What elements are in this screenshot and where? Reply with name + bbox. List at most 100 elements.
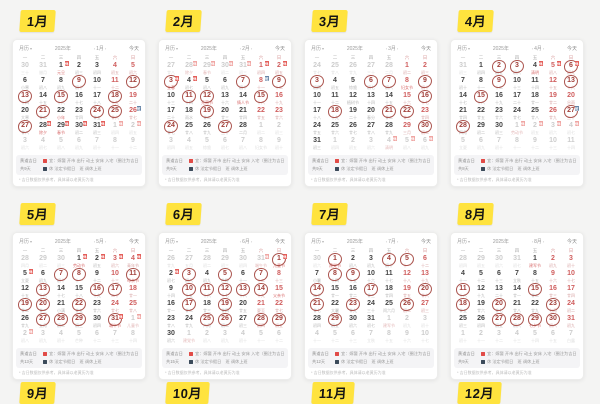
date-cell[interactable]: 29 春节 休 <box>52 121 70 137</box>
date-cell[interactable]: 23 廿六 <box>270 107 288 122</box>
date-cell[interactable]: 7 十三 <box>106 330 124 345</box>
date-cell[interactable]: 16 十七 <box>416 89 434 107</box>
date-cell[interactable]: 21 廿二 <box>380 104 398 122</box>
date-cell[interactable]: 22 廿七 <box>270 300 288 315</box>
date-cell[interactable]: 29 初二 <box>34 255 52 270</box>
today-button[interactable]: 今天 <box>566 239 577 245</box>
date-cell[interactable]: 8 十五 <box>380 330 398 345</box>
date-cell[interactable]: 26 廿七 班 <box>124 106 142 122</box>
date-cell[interactable]: 18 雨水 <box>180 107 198 122</box>
date-cell[interactable]: 11 十四 <box>526 77 544 92</box>
date-cell[interactable]: 11 十七 <box>380 270 398 285</box>
date-cell[interactable]: 29 春节 休 <box>198 61 216 77</box>
date-cell[interactable]: 12 元宵节 <box>198 89 216 107</box>
date-cell[interactable]: 4 初五 <box>180 137 198 152</box>
date-cell[interactable]: 27 廿八 <box>16 119 34 137</box>
today-button[interactable]: 今天 <box>128 239 139 245</box>
date-cell[interactable]: 6 初九 <box>70 137 88 152</box>
date-cell[interactable]: 1 初四 <box>326 137 344 152</box>
date-cell[interactable]: 8 十一 班 <box>252 76 270 92</box>
date-cell[interactable]: 8 初九 <box>52 77 70 92</box>
date-cell[interactable]: 4 初十 <box>52 330 70 345</box>
date-cell[interactable]: 5 十二 <box>326 330 344 345</box>
date-cell[interactable]: 6 初七 <box>216 137 234 152</box>
date-cell[interactable]: 2 初九 <box>398 315 416 330</box>
date-cell[interactable]: 10 十一 <box>88 77 106 92</box>
date-cell[interactable]: 16 廿三 <box>544 285 562 300</box>
date-cell[interactable]: 29 初二 <box>472 122 490 137</box>
date-cell[interactable]: 15 十八 <box>70 285 88 300</box>
date-cell[interactable]: 4 初十 <box>234 330 252 345</box>
view-switcher[interactable]: 月历 ▾ <box>457 45 470 52</box>
date-cell[interactable]: 9 十二 <box>88 270 106 285</box>
prev-month-icon[interactable]: ‹ <box>531 239 534 244</box>
date-cell[interactable]: 12 十九 <box>472 285 490 300</box>
date-cell[interactable]: 21 廿四 <box>234 107 252 122</box>
date-cell[interactable]: 5 立夏 休 <box>16 269 34 285</box>
date-cell[interactable]: 9 十六 <box>398 330 416 345</box>
date-cell[interactable]: 3 初六 <box>16 137 34 152</box>
prev-month-icon[interactable]: ‹ <box>93 46 96 51</box>
date-cell[interactable]: 8 十四 <box>326 267 344 285</box>
prev-month-icon[interactable]: ‹ <box>385 46 388 51</box>
date-cell[interactable]: 9 初十 <box>70 74 88 92</box>
date-cell[interactable]: 5 初八 休 <box>544 61 562 77</box>
date-cell[interactable]: 2 初五 <box>344 137 362 152</box>
date-cell[interactable]: 20 廿五 <box>234 300 252 315</box>
date-cell[interactable]: 13 十六 <box>562 74 580 92</box>
date-cell[interactable]: 18 十九 <box>326 104 344 122</box>
date-cell[interactable]: 15 十六 <box>398 92 416 107</box>
date-cell[interactable]: 7 初十 <box>490 137 508 152</box>
date-cell[interactable]: 23 廿八 <box>162 315 180 330</box>
date-cell[interactable]: 16 十九 <box>270 92 288 107</box>
date-cell[interactable]: 12 植树节 <box>344 92 362 107</box>
next-month-icon[interactable]: › <box>104 239 107 244</box>
date-cell[interactable]: 12 十五 <box>16 285 34 300</box>
date-cell[interactable]: 24 廿七 <box>508 107 526 122</box>
date-cell[interactable]: 16 十九 <box>490 92 508 107</box>
date-cell[interactable]: 30 三十 <box>16 62 34 77</box>
prev-month-icon[interactable]: ‹ <box>531 46 534 51</box>
date-cell[interactable]: 24 廿九 <box>180 315 198 330</box>
date-cell[interactable]: 5 初八 休 <box>398 136 416 152</box>
date-cell[interactable]: 19 廿五 <box>398 285 416 300</box>
date-cell[interactable]: 9 十二 <box>270 74 288 92</box>
date-cell[interactable]: 27 五月 <box>34 312 52 330</box>
date-cell[interactable]: 4 初七 休 <box>562 121 580 137</box>
date-cell[interactable]: 6 十二 <box>88 330 106 345</box>
date-cell[interactable]: 5 十一 <box>398 252 416 270</box>
date-cell[interactable]: 11 十四 <box>562 137 580 152</box>
today-button[interactable]: 今天 <box>128 46 139 52</box>
date-cell[interactable]: 25 初三 <box>454 315 472 330</box>
date-cell[interactable]: 1 初二 <box>252 122 270 137</box>
date-cell[interactable]: 3 初六 <box>508 59 526 77</box>
date-cell[interactable]: 5 初六 <box>124 62 142 77</box>
date-cell[interactable]: 10 十七 <box>562 270 580 285</box>
date-cell[interactable]: 8 十三 <box>270 270 288 285</box>
date-cell[interactable]: 3 初四 <box>308 74 326 92</box>
date-cell[interactable]: 5 芒种 <box>216 267 234 285</box>
date-cell[interactable]: 9 十二 <box>490 74 508 92</box>
date-cell[interactable]: 25 廿八 <box>526 107 544 122</box>
date-cell[interactable]: 29 初五 <box>472 255 490 270</box>
date-cell[interactable]: 4 十三 <box>508 330 526 345</box>
date-cell[interactable]: 13 十四 <box>362 92 380 107</box>
date-cell[interactable]: 6 十二 <box>416 255 434 270</box>
date-cell[interactable]: 28 廿九 <box>380 122 398 137</box>
view-switcher[interactable]: 月历 ▾ <box>19 45 32 52</box>
date-cell[interactable]: 5 惊蛰 <box>344 77 362 92</box>
date-cell[interactable]: 27 廿八 <box>362 122 380 137</box>
date-cell[interactable]: 2 初三 <box>416 62 434 77</box>
date-cell[interactable]: 21 夏至 <box>252 300 270 315</box>
date-cell[interactable]: 30 初四 <box>234 255 252 270</box>
date-cell[interactable]: 4 初五 <box>326 77 344 92</box>
next-month-icon[interactable]: › <box>396 46 399 51</box>
date-cell[interactable]: 31 初七 <box>508 255 526 270</box>
date-cell[interactable]: 20 廿三 <box>216 107 234 122</box>
date-cell[interactable]: 4 清明 休 <box>380 136 398 152</box>
date-cell[interactable]: 30 初四 <box>88 315 106 330</box>
date-cell[interactable]: 9 十二 <box>526 137 544 152</box>
date-cell[interactable]: 15 父亲节 <box>270 285 288 300</box>
date-cell[interactable]: 2 初九 <box>544 255 562 270</box>
date-cell[interactable]: 19 廿六 <box>472 300 490 315</box>
